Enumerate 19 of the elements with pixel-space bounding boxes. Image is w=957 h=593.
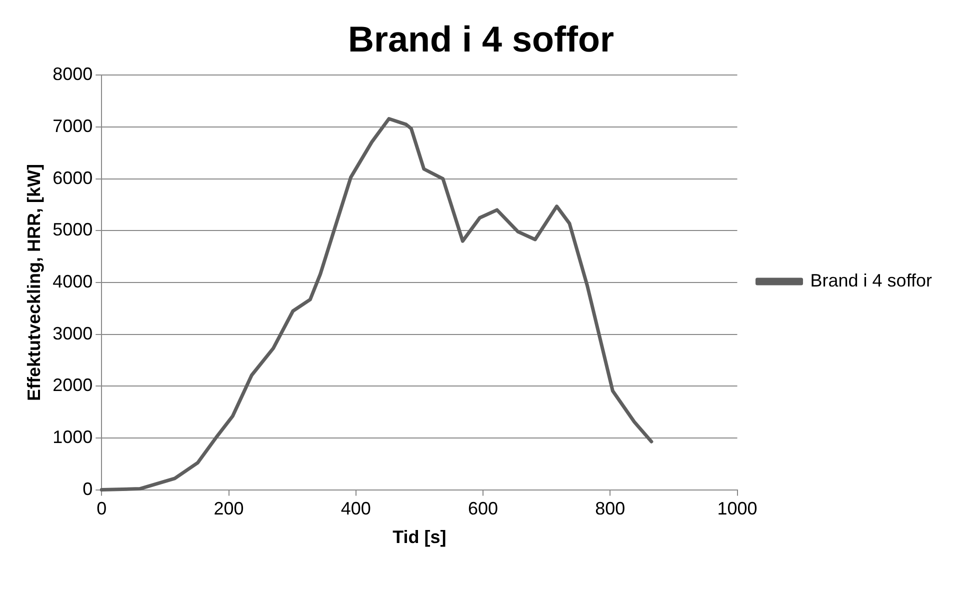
y-tick-label: 3000 [52,323,93,344]
chart-title: Brand i 4 soffor [348,18,614,60]
y-tick-label: 6000 [52,168,93,188]
y-tick-label: 5000 [52,220,93,240]
legend-label: Brand i 4 soffor [810,270,932,290]
y-tick-label: 8000 [52,64,93,84]
x-tick-label: 1000 [717,498,758,519]
y-tick-label: 0 [82,478,93,499]
x-tick-label: 600 [468,498,498,519]
y-tick-label: 2000 [52,375,93,396]
x-tick-label: 0 [96,498,107,519]
x-tick-label: 400 [340,498,371,519]
x-axis-title: Tid [s] [392,527,446,548]
y-tick-label: 7000 [52,116,93,136]
y-tick-label: 4000 [52,271,93,292]
y-axis-title: Effektutveckling, HRR, [kW] [24,164,44,402]
x-tick-label: 800 [595,498,626,519]
y-tick-label: 1000 [52,426,93,447]
x-tick-label: 200 [214,498,244,519]
